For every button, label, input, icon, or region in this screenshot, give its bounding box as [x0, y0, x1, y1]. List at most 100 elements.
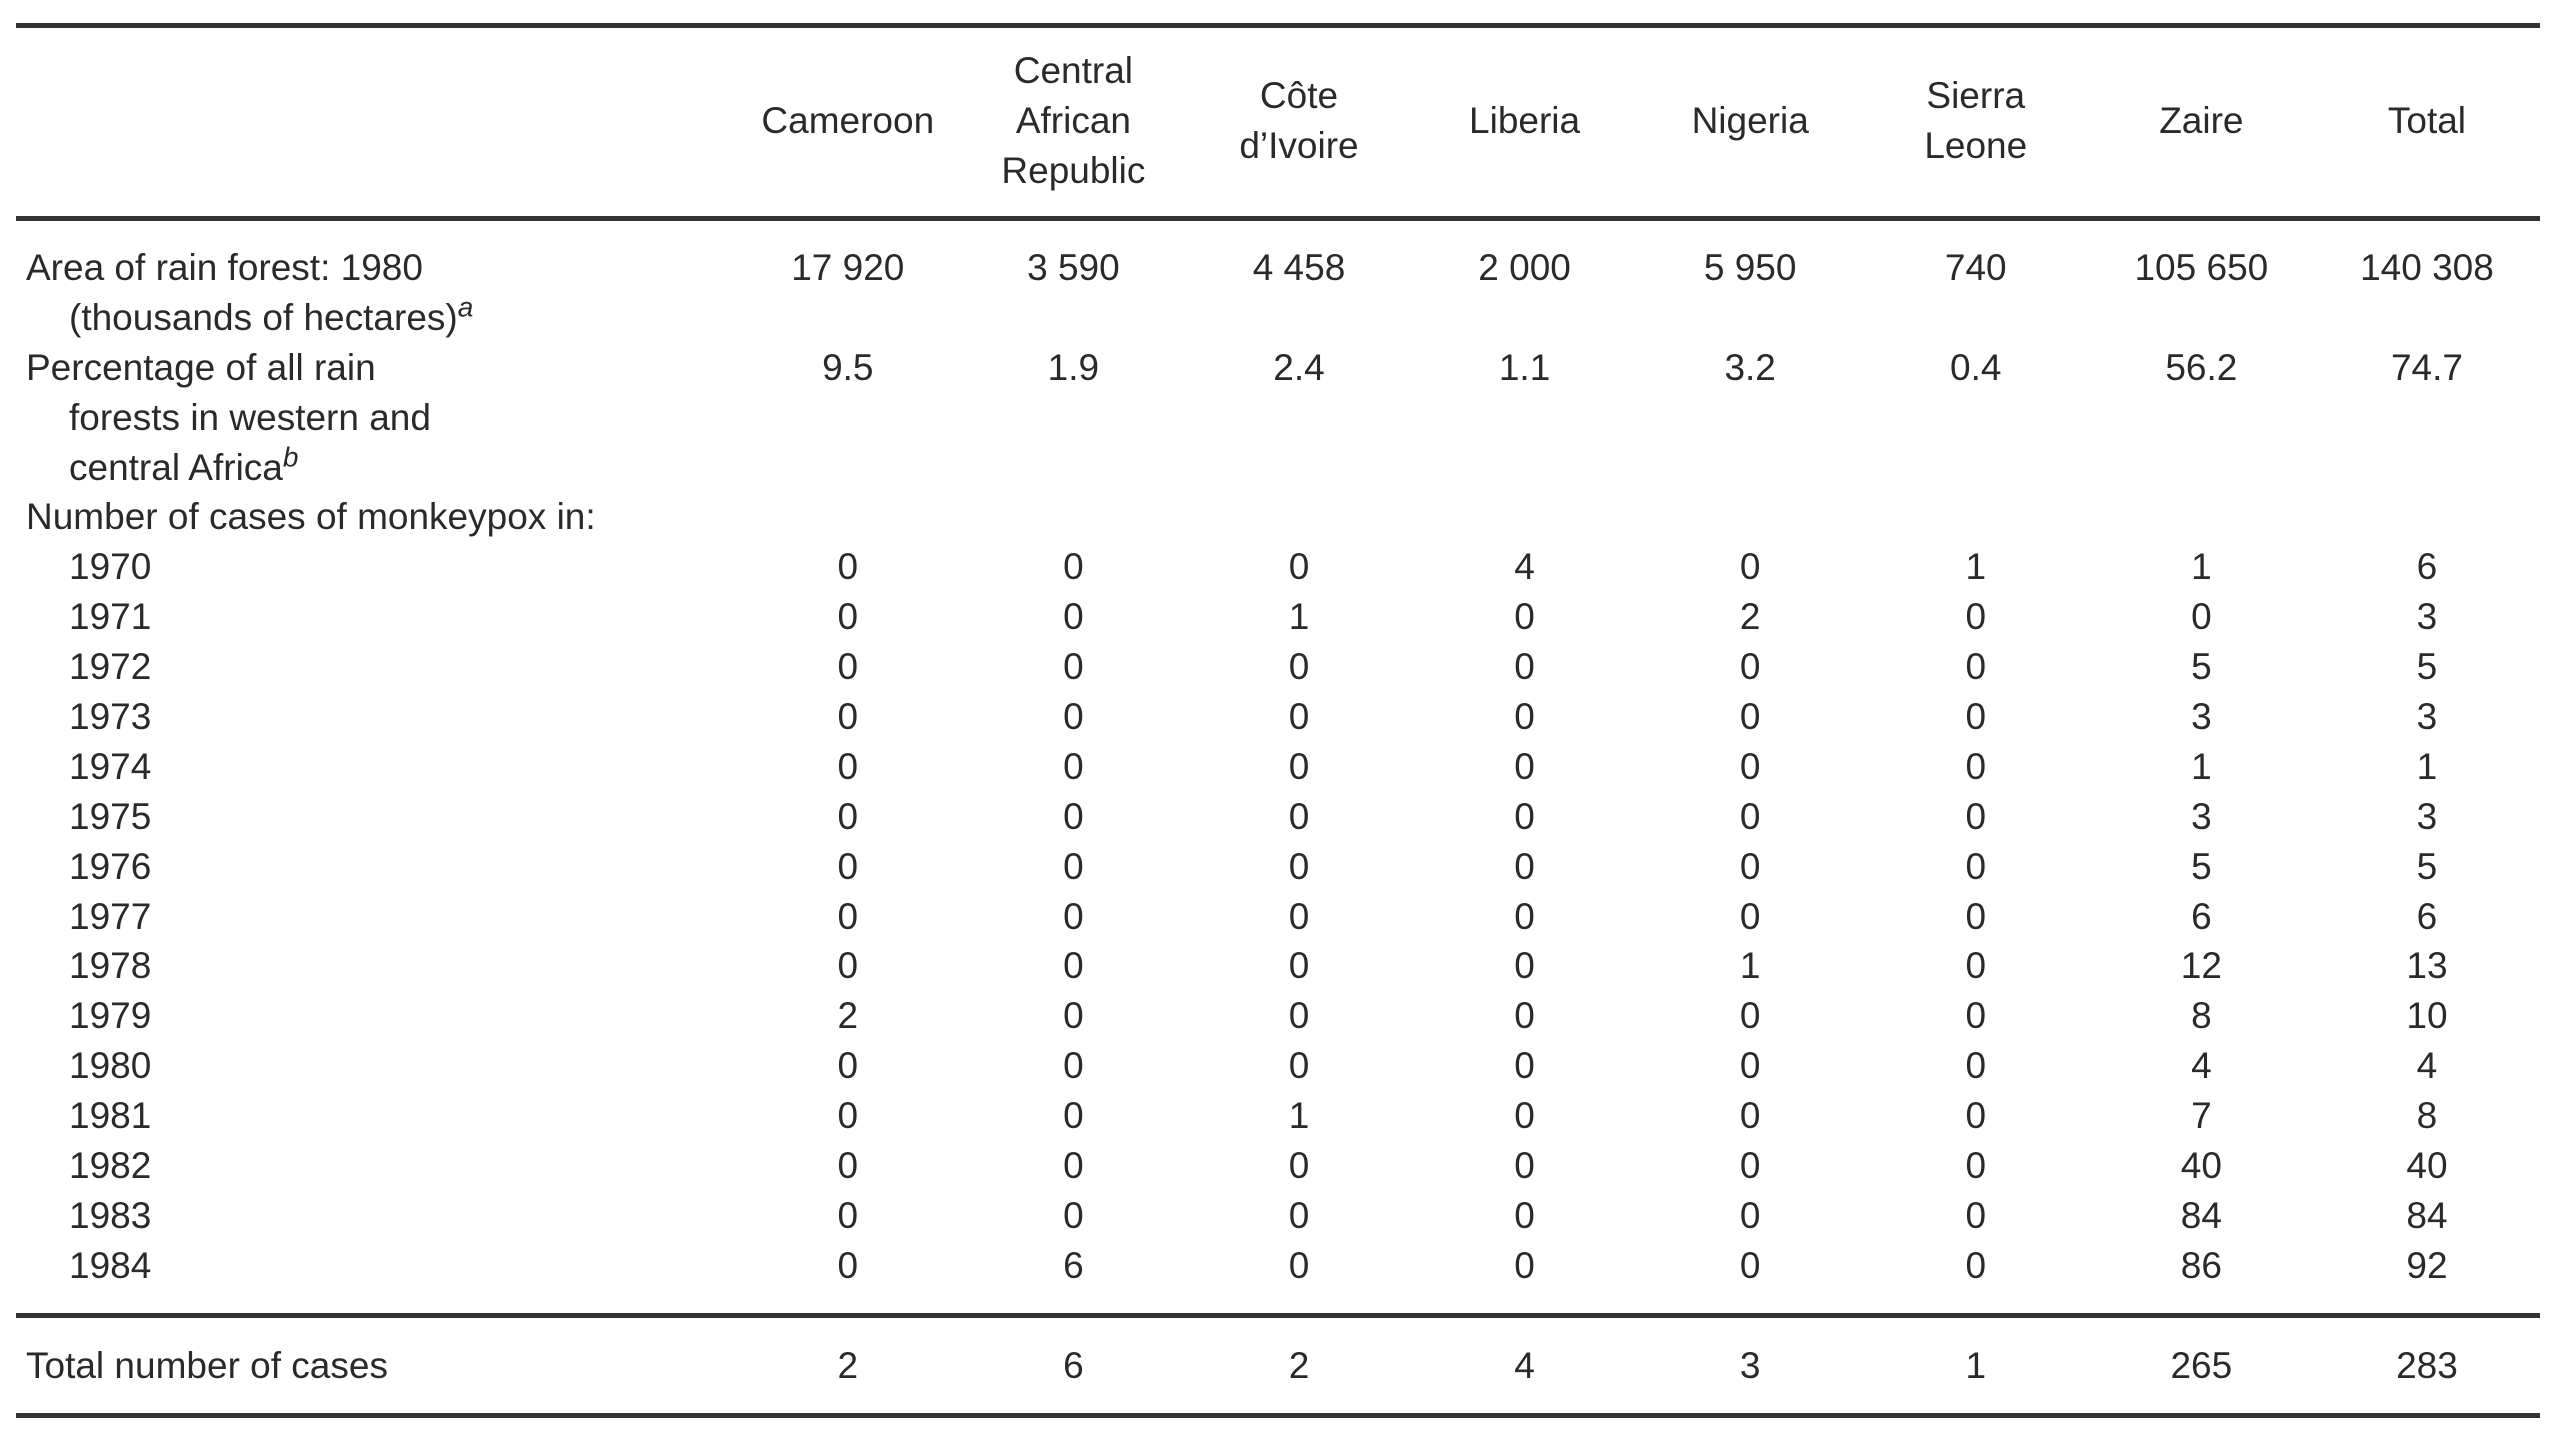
table-cell: 0 [1965, 1194, 1987, 1236]
table-cell: 0 [1288, 895, 1310, 937]
table-cell: 8 [2191, 995, 2212, 1037]
table-cell: 0 [1288, 695, 1310, 737]
row-label-text: 1981 [69, 1095, 152, 1137]
column-header-line: d’Ivoire [1239, 125, 1359, 166]
table-cell: 0 [1063, 995, 1084, 1037]
column-header: Total [2314, 46, 2540, 196]
row-label-text: Number of cases of monkeypox in: [26, 496, 596, 538]
table-cell: 0 [837, 1244, 859, 1286]
table-row: 1974 0 0 0 0 0 0 1 1 [26, 742, 2540, 792]
table-cell: 0 [1063, 745, 1084, 787]
table-cell: 0 [1739, 695, 1761, 737]
table-cell: 0 [1965, 995, 1987, 1037]
row-label: 1982 [26, 1145, 735, 1187]
table-cell: 0 [1063, 646, 1084, 688]
row-label-text: 1977 [69, 895, 152, 937]
row-label-text: Total number of cases [26, 1345, 388, 1386]
row-label: 1977 [26, 896, 735, 938]
table-cell: 0 [837, 1194, 859, 1236]
table-cell: 0 [1514, 995, 1535, 1037]
table-cell: 0 [1965, 646, 1987, 688]
row-label: 1975 [26, 796, 735, 838]
table-row: 1981 0 0 1 0 0 0 7 8 [26, 1091, 2540, 1141]
table-cell: 0 [1965, 1144, 1987, 1186]
row-label-text: 1978 [69, 945, 152, 987]
table-cell: 0 [837, 1144, 859, 1186]
table-cell: 6 [2416, 895, 2438, 937]
row-label-text: 1971 [69, 596, 152, 638]
table-cell: 0 [1514, 646, 1535, 688]
table-row: 1971 0 0 1 0 2 0 0 3 [26, 592, 2540, 642]
table-cell: 3 590 [1027, 247, 1120, 288]
row-label-text: (thousands of hectares) [69, 296, 458, 338]
table-cell: 1 [1288, 1095, 1310, 1137]
table-cell: 13 [2406, 945, 2448, 987]
row-label: central Africab [26, 443, 735, 489]
row-label-text: forests in western and [69, 396, 431, 438]
table-cell: 0 [1965, 1045, 1987, 1087]
table-cell: 2 [837, 1345, 859, 1386]
table-row: 1982 0 0 0 0 0 0 40 40 [26, 1141, 2540, 1191]
table-cell: 0 [1965, 745, 1987, 787]
table-cell: 12 [2180, 945, 2222, 987]
table-cell: 2 000 [1478, 247, 1571, 288]
column-header: Côte d’Ivoire [1186, 46, 1412, 196]
table-cell: 0 [1288, 546, 1310, 588]
row-label: 1983 [26, 1195, 735, 1237]
table-cell: 105 650 [2134, 247, 2269, 288]
table-cell: 5 [2191, 646, 2212, 688]
table-cell: 4 [1514, 1345, 1535, 1386]
table-cell: 56.2 [2165, 346, 2238, 388]
table-cell: 0 [1965, 945, 1987, 987]
table-cell: 0 [837, 745, 859, 787]
row-label: 1972 [26, 646, 735, 688]
table-cell: 0 [1063, 795, 1084, 837]
table-cell: 0 [837, 845, 859, 887]
table-cell: 0 [1514, 845, 1535, 887]
table-cell: 0 [837, 546, 859, 588]
table-cell: 0 [1739, 1095, 1761, 1137]
table-cell: 0 [1739, 995, 1761, 1037]
table-cell: 86 [2180, 1244, 2222, 1286]
table-row: 1978 0 0 0 0 1 0 12 13 [26, 941, 2540, 991]
table-cell: 1 [1965, 546, 1987, 588]
table-row: 1970 0 0 0 4 0 1 1 6 [26, 542, 2540, 592]
row-label-text: 1970 [69, 546, 152, 588]
table-cell: 0 [1288, 845, 1310, 887]
table-cell: 0 [1739, 1144, 1761, 1186]
table-row: 1973 0 0 0 0 0 0 3 3 [26, 692, 2540, 742]
table-cell: 0 [1965, 1244, 1987, 1286]
table-cell: 84 [2180, 1194, 2222, 1236]
table-cell: 92 [2406, 1244, 2448, 1286]
table-cell: 0 [1514, 945, 1535, 987]
row-label: 1978 [26, 945, 735, 987]
table-cell: 9.5 [822, 346, 874, 388]
row-label: Total number of cases [26, 1345, 735, 1387]
row-label-text: 1980 [69, 1045, 152, 1087]
row-label: forests in western and [26, 397, 735, 439]
table-cell: 0 [1288, 1194, 1310, 1236]
table-cell: 0 [1514, 795, 1535, 837]
body-bottom-rule [16, 1313, 2540, 1318]
table-cell: 0 [1514, 596, 1535, 638]
table-cell: 0 [1063, 1144, 1084, 1186]
table-cell: 0 [1965, 795, 1987, 837]
table-cell: 4 [2191, 1045, 2212, 1087]
column-header: Liberia [1412, 46, 1638, 196]
table-cell: 0 [1063, 945, 1084, 987]
table-cell: 0 [1514, 695, 1535, 737]
table-cell: 0 [837, 695, 859, 737]
row-label-text: 1973 [69, 695, 152, 737]
table-cell: 0 [1288, 1045, 1310, 1087]
table-cell: 0 [837, 795, 859, 837]
column-header: Cameroon [735, 46, 961, 196]
row-label: 1980 [26, 1045, 735, 1087]
table-cell: 74.7 [2390, 346, 2463, 388]
table-cell: 3 [1739, 1345, 1761, 1386]
table-cell: 3 [2416, 795, 2438, 837]
column-header-line: Total [2387, 100, 2467, 141]
table-row: (thousands of hectares)a [26, 293, 735, 343]
table-cell: 0 [1063, 596, 1084, 638]
row-label: 1971 [26, 596, 735, 638]
row-label-text: central Africa [69, 446, 283, 488]
